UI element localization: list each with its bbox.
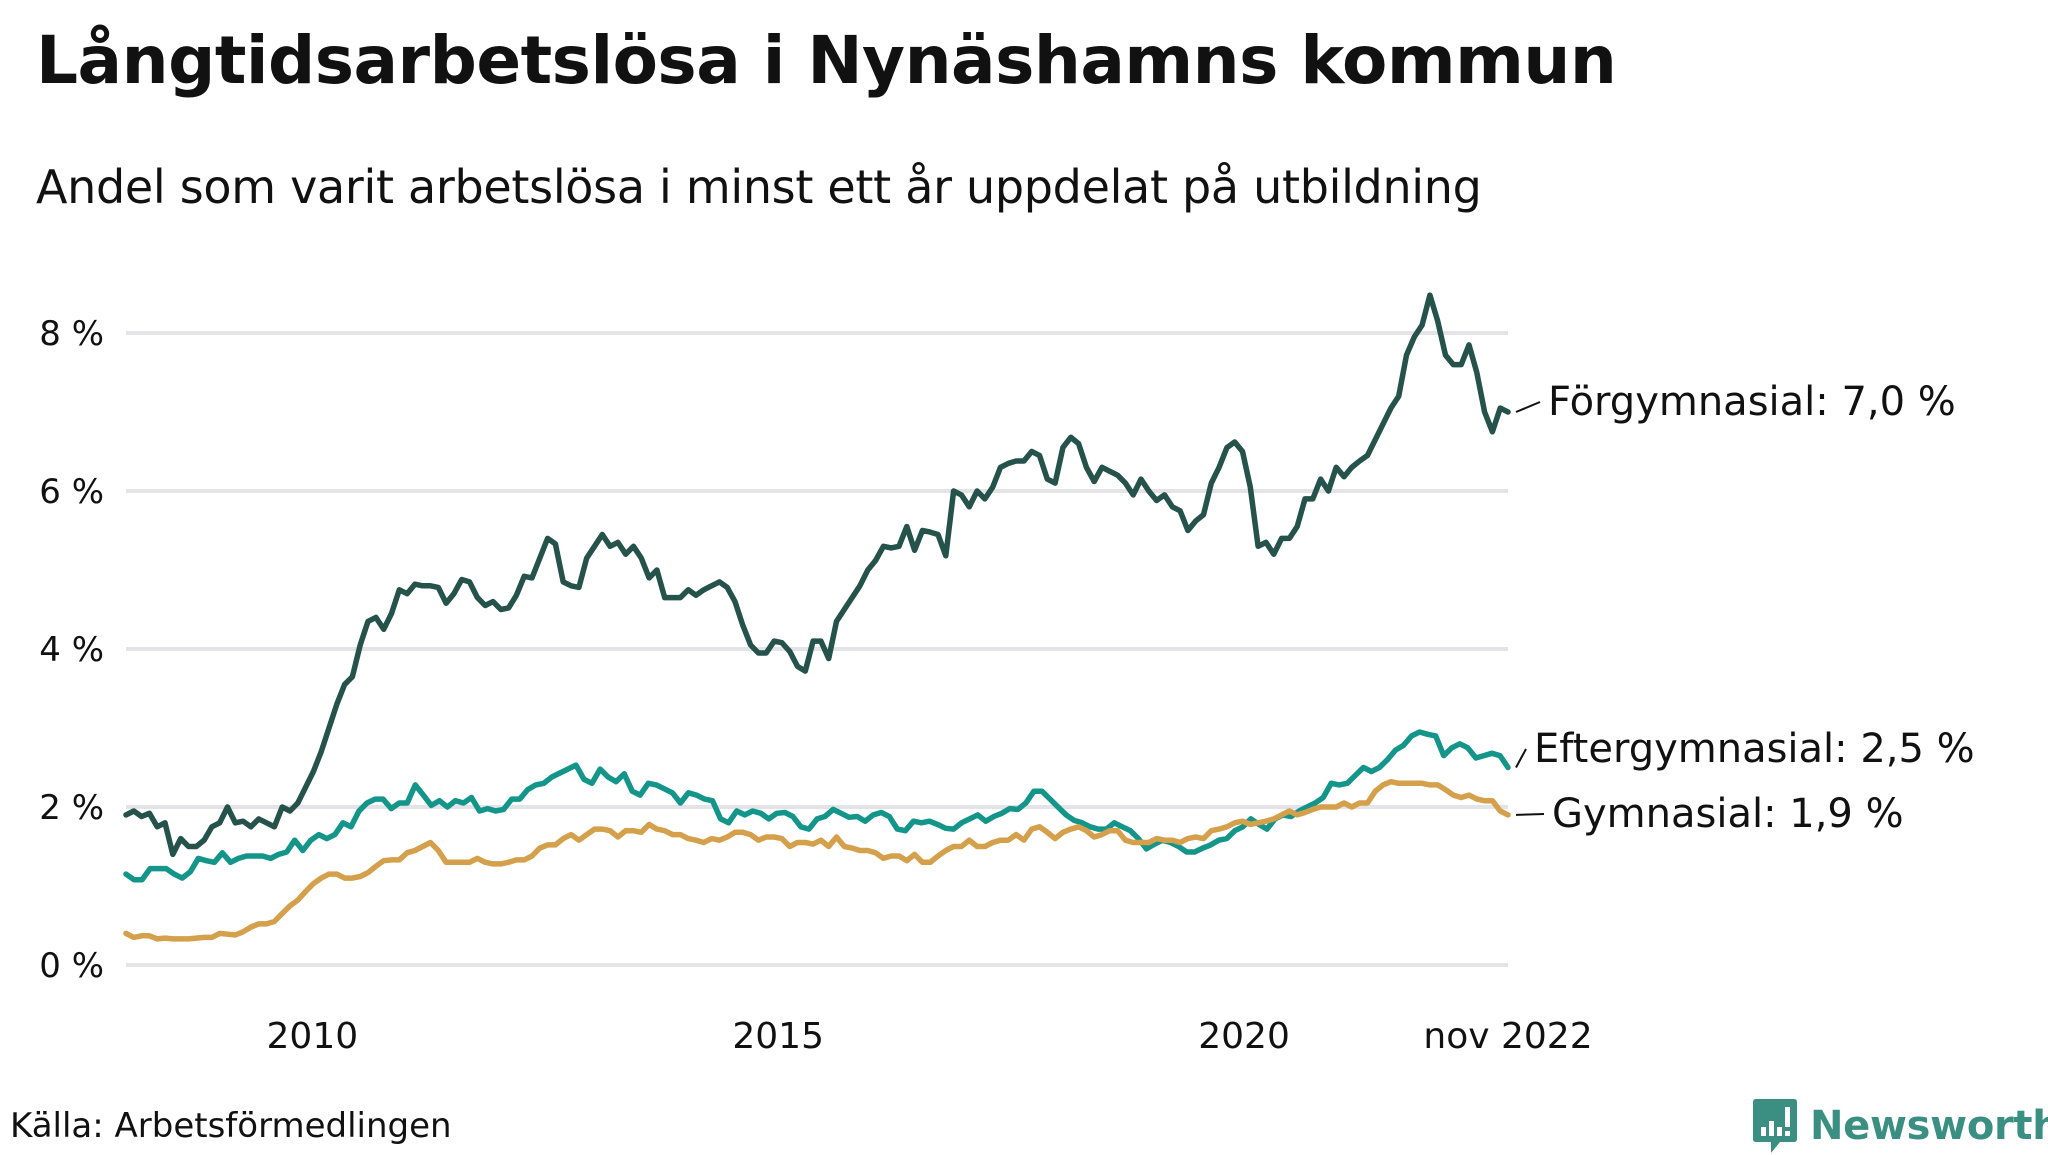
- series-line-gymnasial: [123, 778, 1511, 942]
- x-tick-label: nov 2022: [1423, 1016, 1592, 1057]
- label-connector: [1515, 748, 1527, 768]
- x-axis-ticks: 2010 2015 2020 nov 2022: [267, 1016, 1593, 1057]
- series-labels: Förgymnasial: 7,0 % Eftergymnasial: 2,5 %…: [1515, 379, 1975, 837]
- newsworthy-logo[interactable]: Newsworthy: [1752, 1098, 2048, 1154]
- label-connector: [1515, 401, 1541, 413]
- y-axis-ticks: 0 % 2 % 4 % 6 % 8 %: [39, 314, 104, 986]
- y-tick-label: 6 %: [39, 472, 104, 512]
- series-label-frgymnasial: Förgymnasial: 7,0 %: [1548, 379, 1956, 425]
- series-label-gymnasial: Gymnasial: 1,9 %: [1552, 791, 1904, 837]
- x-tick-label: 2020: [1198, 1016, 1290, 1057]
- y-tick-label: 4 %: [39, 630, 104, 670]
- chart-subtitle: Andel som varit arbetslösa i minst ett å…: [36, 160, 1482, 214]
- y-tick-label: 2 %: [39, 788, 104, 828]
- bar-chart-speech-bubble-icon: [1753, 1099, 1797, 1153]
- series-line-frgymnasial: [123, 292, 1511, 858]
- y-tick-label: 0 %: [39, 946, 104, 986]
- series-lines: [123, 292, 1511, 942]
- source-note: Källa: Arbetsförmedlingen: [10, 1106, 452, 1146]
- chart-title: Långtidsarbetslösa i Nynäshamns kommun: [36, 22, 1617, 99]
- series-label-eftergymnasial: Eftergymnasial: 2,5 %: [1534, 726, 1975, 772]
- brand-name: Newsworthy: [1810, 1103, 2048, 1149]
- x-tick-label: 2015: [732, 1016, 824, 1057]
- gridlines: [126, 331, 1508, 967]
- y-tick-label: 8 %: [39, 314, 104, 354]
- x-tick-label: 2010: [267, 1016, 359, 1057]
- label-connector: [1515, 813, 1545, 816]
